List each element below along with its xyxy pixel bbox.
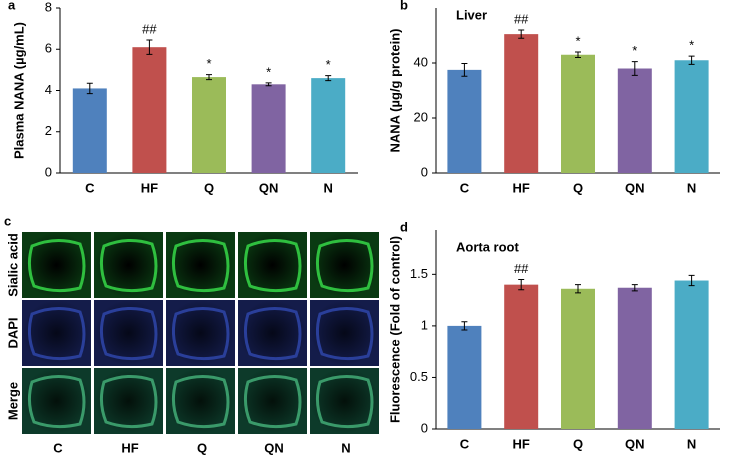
tissue-outline (27, 239, 86, 293)
x-tick-label: HF (141, 180, 158, 195)
x-tick-label: QN (259, 180, 279, 195)
y-axis-label: Plasma NANA (µg/mL) (11, 22, 26, 159)
bar (132, 47, 167, 173)
error-bar (146, 39, 153, 55)
x-tick-label: HF (513, 436, 530, 451)
chart-title: Liver (456, 7, 487, 22)
column-label: Q (197, 440, 207, 455)
bar (617, 68, 652, 173)
error-bar (265, 82, 272, 87)
bar (72, 88, 107, 173)
y-tick-label: 20 (414, 109, 428, 124)
row-label: DAPI (5, 317, 20, 348)
tissue-outline (171, 307, 230, 361)
y-tick-label: 0 (421, 164, 428, 179)
x-tick-label: C (460, 436, 470, 451)
panel-label: b (400, 0, 408, 12)
column-label: C (53, 440, 63, 455)
tissue-outline (99, 307, 158, 361)
y-tick-label: 4 (45, 82, 52, 97)
error-bar (518, 278, 525, 291)
y-axis-label: Fluorescence (Fold of control) (387, 236, 402, 423)
significance-marker: * (689, 38, 694, 53)
error-bar (461, 321, 468, 331)
error-bar (325, 75, 332, 82)
y-tick-label: 0 (45, 164, 52, 179)
row-label: Merge (5, 382, 20, 420)
y-tick-label: 40 (414, 54, 428, 69)
tissue-outline (27, 307, 86, 361)
significance-marker: * (266, 64, 271, 79)
tissue-outline (243, 375, 302, 429)
error-bar (688, 274, 695, 287)
error-bar (688, 55, 695, 65)
tissue-outline (99, 375, 158, 429)
chart-title: Aorta root (456, 239, 520, 254)
column-label: QN (264, 440, 284, 455)
y-tick-label: 2 (45, 123, 52, 138)
error-bar (206, 74, 212, 81)
tissue-outline (243, 239, 302, 293)
tissue-outline (171, 375, 230, 429)
bar (617, 287, 652, 429)
panel-label: c (4, 213, 11, 228)
significance-marker: ## (514, 261, 529, 276)
x-tick-label: Q (573, 180, 583, 195)
tissue-outline (315, 375, 374, 429)
x-tick-label: QN (625, 436, 645, 451)
x-tick-label: N (324, 180, 333, 195)
bar (561, 54, 595, 173)
x-tick-label: Q (573, 436, 583, 451)
bar (251, 84, 286, 173)
column-label: HF (121, 440, 138, 455)
error-bar (575, 51, 581, 58)
y-tick-label: 6 (45, 41, 52, 56)
y-tick-label: 0.5 (410, 369, 428, 384)
y-tick-label: 1 (421, 317, 428, 332)
y-axis-label: NANA (µg/g protein) (387, 29, 402, 153)
bar (311, 78, 346, 173)
significance-marker: ## (514, 11, 529, 26)
error-bar (575, 284, 581, 294)
x-tick-label: C (460, 180, 470, 195)
y-tick-label: 8 (45, 0, 52, 14)
bar (447, 325, 482, 429)
bar (561, 288, 595, 429)
significance-marker: * (575, 33, 580, 48)
panel-label: d (400, 219, 408, 234)
tissue-outline (315, 307, 374, 361)
error-bar (461, 63, 468, 77)
tissue-outline (27, 375, 86, 429)
error-bar (631, 61, 638, 76)
x-tick-label: N (687, 436, 696, 451)
column-label: N (341, 440, 350, 455)
tissue-outline (243, 307, 302, 361)
row-label: Sialic acid (5, 233, 20, 297)
x-tick-label: C (85, 180, 95, 195)
tissue-outline (99, 239, 158, 293)
panel-label: a (8, 0, 16, 12)
error-bar (86, 82, 93, 95)
bar (447, 69, 482, 173)
tissue-outline (315, 239, 374, 293)
significance-marker: * (632, 43, 637, 58)
bar (674, 60, 709, 173)
significance-marker: * (326, 57, 331, 72)
significance-marker: * (206, 56, 211, 71)
error-bar (518, 29, 525, 39)
tissue-outline (171, 239, 230, 293)
x-tick-label: N (687, 180, 696, 195)
bar (504, 284, 539, 429)
bar (504, 34, 539, 173)
x-tick-label: QN (625, 180, 645, 195)
error-bar (631, 284, 638, 292)
bar (192, 77, 226, 173)
y-tick-label: 1.5 (410, 266, 428, 281)
bar (674, 280, 709, 429)
x-tick-label: HF (513, 180, 530, 195)
x-tick-label: Q (204, 180, 214, 195)
significance-marker: ## (142, 21, 157, 36)
y-tick-label: 0 (421, 420, 428, 435)
